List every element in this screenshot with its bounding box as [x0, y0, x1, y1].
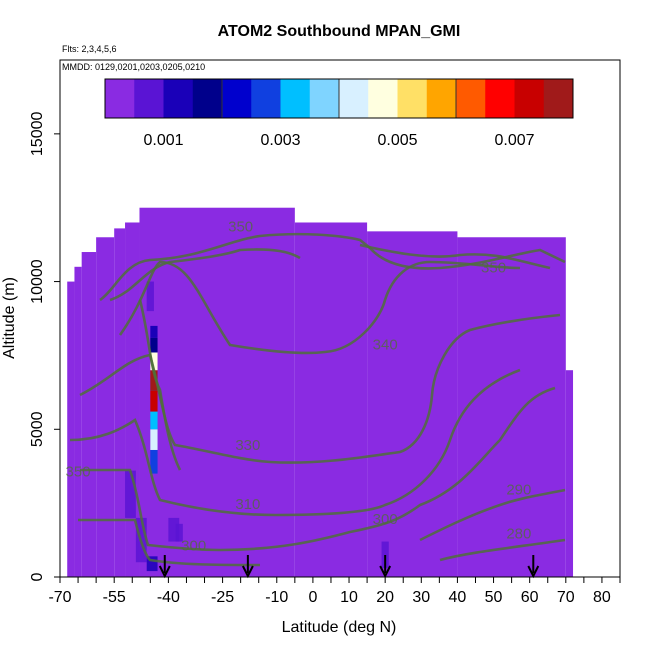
colorbar-swatch — [514, 79, 545, 118]
colorbar-swatch — [397, 79, 428, 118]
x-tick-label: 50 — [485, 589, 503, 606]
y-tick-label: 5000 — [29, 411, 46, 447]
data-cell — [150, 390, 158, 412]
x-tick-label: -25 — [211, 589, 234, 606]
y-tick-label: 0 — [29, 572, 46, 581]
colorbar-swatch — [485, 79, 515, 118]
data-cell — [150, 429, 158, 450]
colorbar-swatch — [456, 79, 486, 118]
data-region — [294, 222, 368, 577]
flights-label: Flts: 2,3,4,5,6 — [62, 44, 117, 54]
colorbar-tick-labels: 0.001 0.003 0.005 0.007 — [143, 132, 534, 149]
data-cell — [150, 370, 158, 391]
contour-line — [78, 518, 261, 567]
x-tick-label: -40 — [157, 589, 180, 606]
colorbar-swatch — [251, 79, 281, 118]
contour-label: 330 — [235, 437, 260, 454]
dates-label: MMDD: 0129,0201,0203,0205,0210 — [62, 62, 205, 72]
colorbar-swatch — [280, 79, 311, 118]
colorbar-swatch — [134, 79, 164, 118]
data-region — [96, 237, 115, 577]
colorbar-swatch — [339, 79, 369, 118]
contour-label: 280 — [506, 526, 531, 543]
colorbar-swatch — [368, 79, 398, 118]
x-tick-label: 60 — [521, 589, 539, 606]
colorbar-swatch — [309, 79, 340, 118]
data-region — [457, 237, 566, 577]
y-tick-label: 10000 — [29, 259, 46, 304]
contour-label: 300 — [373, 511, 398, 528]
x-tick-label: -70 — [48, 589, 71, 606]
y-axis: 0 5000 10000 15000 — [29, 112, 60, 581]
x-tick-label: 80 — [593, 589, 611, 606]
x-tick-label: 20 — [376, 589, 394, 606]
contour-label: 350 — [66, 464, 91, 481]
x-tick-label: 40 — [449, 589, 467, 606]
x-tick-label: 70 — [557, 589, 575, 606]
y-tick-label: 15000 — [29, 112, 46, 157]
colorbar-swatch — [543, 79, 574, 118]
contour-line — [118, 260, 521, 355]
colorbar-tick-label: 0.005 — [377, 132, 417, 149]
colorbar-swatch — [192, 79, 223, 118]
contour-labels: 350 350 340 330 310 300 300 290 280 350 — [66, 218, 532, 554]
colorbar-swatch — [426, 79, 457, 118]
data-cell — [150, 337, 158, 353]
x-axis-label: Latitude (deg N) — [282, 619, 397, 636]
data-cell — [150, 325, 158, 338]
colorbar-swatch — [163, 79, 194, 118]
data-cell — [150, 411, 158, 430]
colorbar-swatch — [105, 79, 135, 118]
x-tick-label: 10 — [340, 589, 358, 606]
data-cell — [150, 449, 158, 474]
colorbar-swatch — [222, 79, 252, 118]
y-axis-label: Altitude (m) — [1, 277, 18, 359]
colorbar-tick-label: 0.007 — [494, 132, 534, 149]
arrow-marker — [241, 555, 254, 579]
contour-label: 340 — [373, 337, 398, 354]
contour-line — [359, 243, 551, 270]
contour-label: 300 — [181, 537, 206, 554]
x-tick-label: -55 — [103, 589, 126, 606]
colorbar-tick-label: 0.001 — [143, 132, 183, 149]
x-tick-label: 0 — [308, 589, 317, 606]
colorbar-tick-label: 0.003 — [260, 132, 300, 149]
contour-label: 350 — [481, 260, 506, 277]
data-region — [367, 231, 458, 577]
data-region — [565, 370, 574, 577]
data-cell — [175, 523, 183, 542]
arrow-marker — [379, 555, 392, 579]
data-region — [81, 252, 97, 577]
data-cell — [150, 352, 158, 371]
contour-line — [439, 538, 566, 562]
data-cell — [146, 556, 158, 572]
x-tick-label: -10 — [265, 589, 288, 606]
x-tick-label: 30 — [412, 589, 430, 606]
colorbar — [104, 78, 574, 119]
contour-line — [80, 386, 556, 552]
data-region — [74, 266, 82, 577]
x-axis: -70 -55 -40 -25 -10 0 10 20 30 40 50 60 70 80 — [48, 577, 621, 606]
data-region — [67, 281, 75, 577]
contour-lines — [69, 232, 566, 567]
contour-line — [109, 248, 301, 302]
chart-title: ATOM2 Southbound MPAN_GMI — [218, 23, 461, 40]
data-cell — [168, 517, 180, 542]
contour-line — [138, 299, 182, 471]
data-cell — [125, 470, 136, 518]
contour-line — [69, 368, 521, 517]
colorbar-frame — [104, 78, 574, 119]
contour-label: 310 — [235, 496, 260, 513]
arrow-markers — [158, 555, 540, 579]
contour-label: 350 — [228, 218, 253, 235]
arrow-marker — [158, 555, 171, 579]
contour-line — [419, 488, 566, 542]
data-cell — [381, 541, 389, 569]
data-cell — [146, 281, 154, 312]
arrow-marker — [527, 555, 540, 579]
contour-label: 290 — [506, 481, 531, 498]
data-region — [114, 228, 126, 577]
plot-frame — [59, 59, 621, 578]
